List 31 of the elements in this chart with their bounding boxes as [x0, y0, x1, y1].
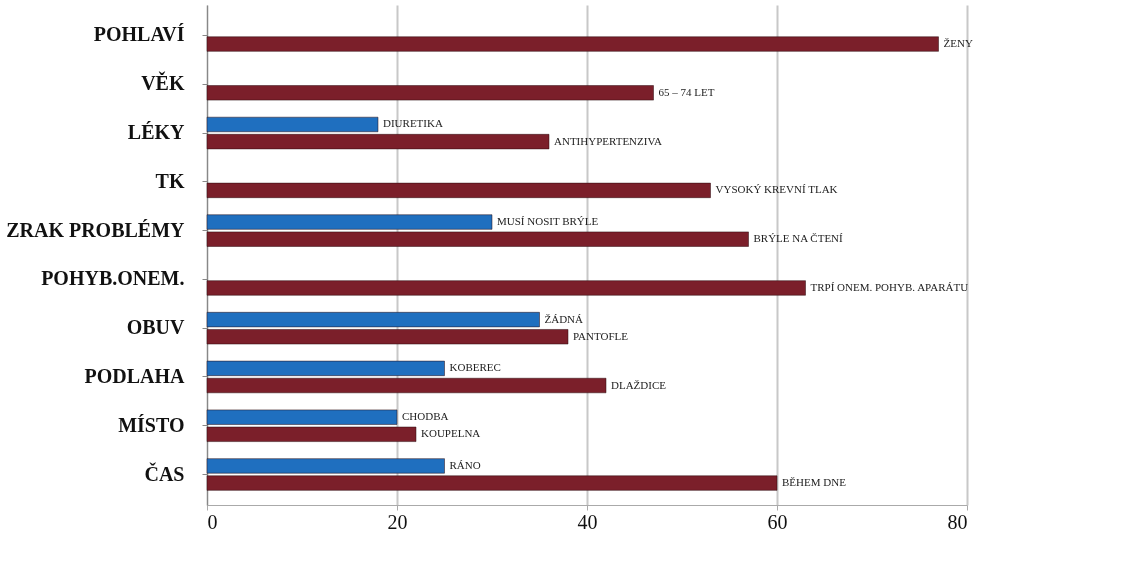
x-tick-label: 0	[207, 510, 218, 533]
y-tick-label: POHYB.ONEM.	[41, 267, 185, 290]
annotation: DLAŽDICE	[611, 378, 667, 391]
annotation: VYSOKÝ KREVNÍ TLAK	[715, 183, 838, 196]
annotation: KOUPELNA	[421, 427, 481, 440]
annotation: ŽÁDNÁ	[544, 312, 584, 325]
annotation: DIURETIKA	[383, 117, 443, 130]
y-tick-label: MÍSTO	[118, 413, 185, 436]
y-tick-label: OBUV	[126, 316, 186, 339]
annotation: 65 – 74 LET	[658, 85, 715, 98]
annotation: ANTIHYPERTENZIVA	[554, 134, 662, 147]
annotation: BRÝLE NA ČTENÍ	[753, 232, 844, 245]
y-tick-label: TK	[155, 169, 185, 192]
y-tick-label: LÉKY	[127, 121, 186, 144]
annotation: TRPÍ ONEM. POHYB. APARÁTU	[810, 280, 969, 293]
y-tick-label: ČAS	[144, 461, 185, 485]
annotation: PANTOFLE	[573, 329, 629, 342]
y-tick-label: POHLAVÍ	[93, 23, 185, 46]
annotation: KOBEREC	[449, 361, 501, 374]
x-tick-label: 80	[947, 510, 968, 533]
x-tick-label: 20	[387, 510, 408, 533]
annotation: CHODBA	[402, 410, 449, 423]
x-tick-label: 40	[577, 510, 598, 533]
y-tick-label: VĚK	[141, 71, 185, 95]
y-tick-label: PODLAHA	[84, 364, 186, 387]
annotation: ŽENY	[943, 37, 973, 50]
annotation: RÁNO	[449, 458, 481, 471]
annotation: MUSÍ NOSIT BRÝLE	[497, 215, 599, 228]
x-tick-label: 60	[767, 510, 788, 533]
y-tick-label: ZRAK PROBLÉMY	[6, 218, 186, 241]
annotation: BĚHEM DNE	[782, 476, 847, 489]
